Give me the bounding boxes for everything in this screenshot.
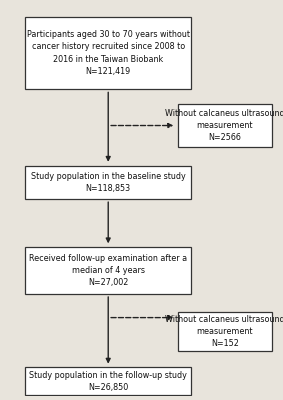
Bar xyxy=(25,17,191,89)
Text: Study population in the follow-up study
N=26,850: Study population in the follow-up study … xyxy=(29,370,187,392)
Bar xyxy=(25,247,191,294)
Bar xyxy=(25,166,191,199)
Text: Without calcaneus ultrasound
measurement
N=2566: Without calcaneus ultrasound measurement… xyxy=(165,109,283,142)
Text: Received follow-up examination after a
median of 4 years
N=27,002: Received follow-up examination after a m… xyxy=(29,254,187,287)
Bar xyxy=(25,367,191,395)
Bar xyxy=(177,312,272,351)
Bar xyxy=(177,104,272,147)
Text: Participants aged 30 to 70 years without
cancer history recruited since 2008 to
: Participants aged 30 to 70 years without… xyxy=(27,30,190,76)
Text: Study population in the baseline study
N=118,853: Study population in the baseline study N… xyxy=(31,172,186,193)
Text: Without calcaneus ultrasound
measurement
N=152: Without calcaneus ultrasound measurement… xyxy=(165,315,283,348)
